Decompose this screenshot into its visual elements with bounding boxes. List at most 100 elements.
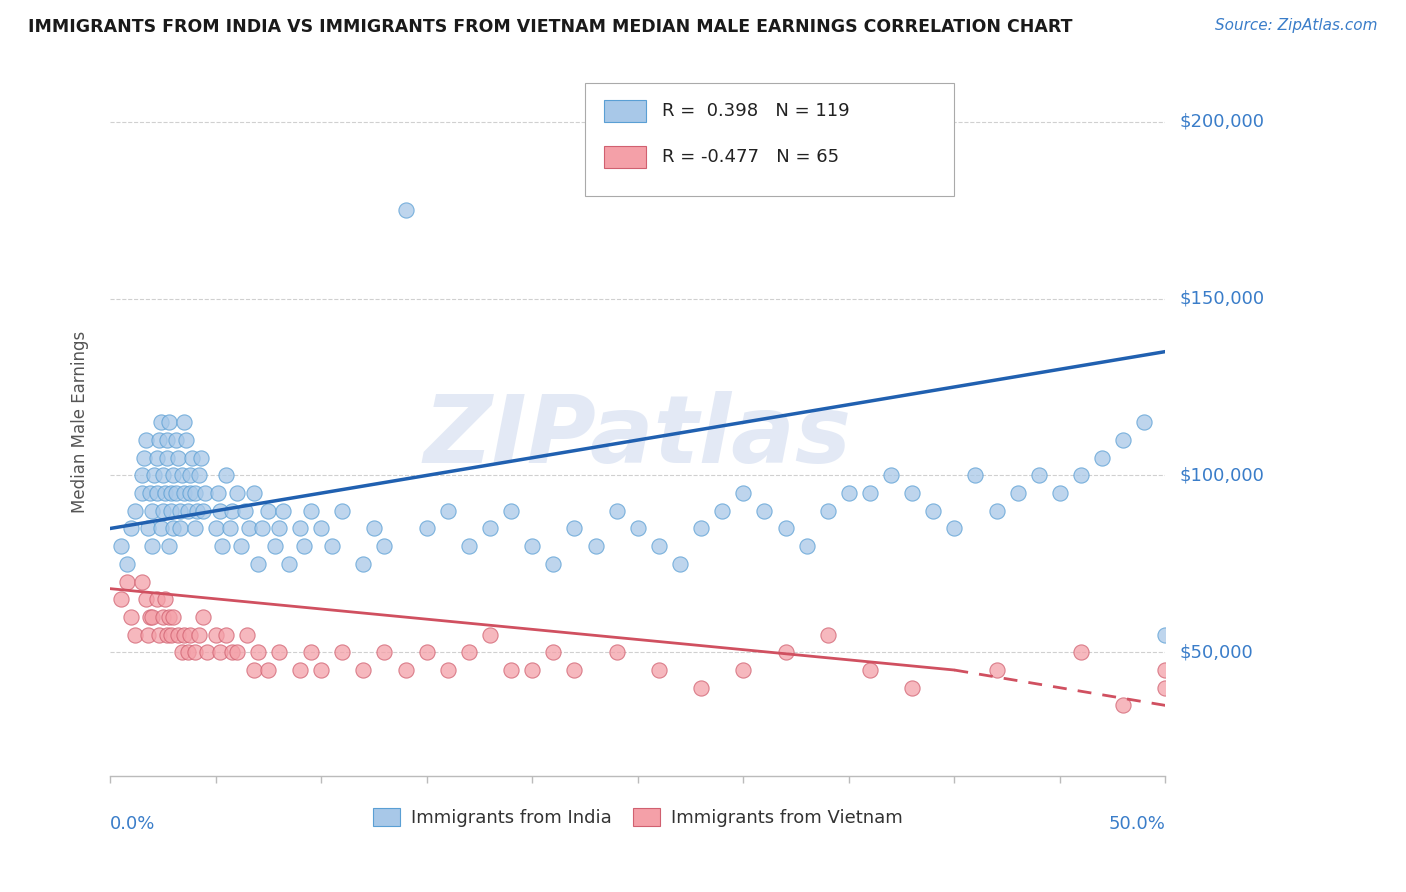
Point	[543, 645, 565, 659]
Point	[204, 627, 226, 641]
Point	[817, 504, 839, 518]
Point	[179, 627, 201, 641]
Legend: Immigrants from India, Immigrants from Vietnam: Immigrants from India, Immigrants from V…	[366, 801, 910, 834]
Point	[145, 592, 167, 607]
Text: $200,000: $200,000	[1180, 112, 1264, 130]
Point	[457, 645, 479, 659]
Point	[363, 521, 385, 535]
Point	[242, 663, 264, 677]
Point	[775, 645, 797, 659]
Point	[139, 486, 162, 500]
Point	[501, 663, 523, 677]
FancyBboxPatch shape	[585, 83, 955, 196]
Text: 50.0%: 50.0%	[1108, 815, 1166, 833]
Point	[257, 663, 280, 677]
Text: R =  0.398   N = 119: R = 0.398 N = 119	[662, 102, 849, 120]
Point	[479, 627, 502, 641]
Point	[796, 539, 818, 553]
Point	[479, 521, 502, 535]
Point	[160, 486, 183, 500]
Point	[250, 521, 273, 535]
Point	[131, 468, 153, 483]
Point	[162, 468, 184, 483]
Point	[149, 415, 172, 429]
Point	[166, 627, 188, 641]
Point	[1154, 681, 1177, 695]
Point	[179, 468, 201, 483]
Point	[859, 663, 882, 677]
Point	[543, 557, 565, 571]
Point	[690, 681, 713, 695]
Point	[457, 539, 479, 553]
Point	[162, 521, 184, 535]
Point	[183, 521, 205, 535]
Point	[173, 627, 195, 641]
Text: $50,000: $50,000	[1180, 643, 1253, 661]
Point	[415, 521, 437, 535]
Point	[211, 539, 233, 553]
Point	[145, 486, 167, 500]
Point	[110, 539, 132, 553]
Point	[152, 468, 174, 483]
Point	[165, 486, 187, 500]
Point	[299, 504, 322, 518]
Point	[754, 504, 776, 518]
Point	[817, 627, 839, 641]
Point	[669, 557, 692, 571]
Point	[257, 504, 280, 518]
Text: $100,000: $100,000	[1180, 467, 1264, 484]
Point	[321, 539, 343, 553]
Point	[986, 504, 1008, 518]
Point	[436, 504, 458, 518]
Point	[160, 627, 183, 641]
Point	[153, 592, 176, 607]
Point	[131, 486, 153, 500]
Point	[648, 663, 671, 677]
Point	[169, 521, 191, 535]
Point	[187, 627, 209, 641]
Point	[157, 539, 180, 553]
Point	[157, 610, 180, 624]
Point	[143, 468, 166, 483]
Point	[120, 610, 142, 624]
Point	[606, 645, 628, 659]
Point	[160, 504, 183, 518]
Point	[263, 539, 285, 553]
Point	[156, 450, 179, 465]
Point	[733, 486, 755, 500]
Point	[880, 468, 903, 483]
Point	[229, 539, 252, 553]
Point	[166, 450, 188, 465]
Point	[157, 415, 180, 429]
Point	[191, 504, 214, 518]
Point	[1007, 486, 1029, 500]
Point	[943, 521, 966, 535]
Point	[132, 450, 155, 465]
Point	[207, 486, 229, 500]
FancyBboxPatch shape	[605, 145, 647, 169]
Point	[522, 663, 544, 677]
Point	[177, 645, 200, 659]
Point	[170, 468, 193, 483]
Point	[194, 486, 217, 500]
Point	[415, 645, 437, 659]
Point	[124, 627, 146, 641]
Text: R = -0.477   N = 65: R = -0.477 N = 65	[662, 148, 839, 166]
Point	[564, 663, 586, 677]
Point	[141, 504, 163, 518]
Point	[145, 450, 167, 465]
Point	[242, 486, 264, 500]
Point	[922, 504, 945, 518]
Point	[330, 504, 353, 518]
Point	[436, 663, 458, 677]
Point	[141, 610, 163, 624]
Point	[124, 504, 146, 518]
Point	[373, 645, 395, 659]
Point	[292, 539, 315, 553]
Point	[267, 645, 290, 659]
Text: IMMIGRANTS FROM INDIA VS IMMIGRANTS FROM VIETNAM MEDIAN MALE EARNINGS CORRELATIO: IMMIGRANTS FROM INDIA VS IMMIGRANTS FROM…	[28, 18, 1073, 36]
Point	[901, 486, 924, 500]
Point	[1091, 450, 1114, 465]
Point	[901, 681, 924, 695]
Point	[1133, 415, 1156, 429]
